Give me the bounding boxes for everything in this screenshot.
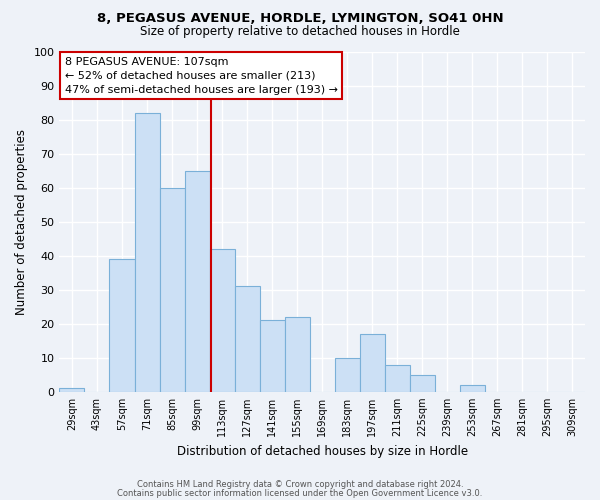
Text: 8, PEGASUS AVENUE, HORDLE, LYMINGTON, SO41 0HN: 8, PEGASUS AVENUE, HORDLE, LYMINGTON, SO… — [97, 12, 503, 26]
Bar — [160, 188, 185, 392]
Bar — [109, 259, 134, 392]
Text: 8 PEGASUS AVENUE: 107sqm
← 52% of detached houses are smaller (213)
47% of semi-: 8 PEGASUS AVENUE: 107sqm ← 52% of detach… — [65, 56, 338, 94]
X-axis label: Distribution of detached houses by size in Hordle: Distribution of detached houses by size … — [176, 444, 468, 458]
Bar — [59, 388, 85, 392]
Bar — [460, 385, 485, 392]
Bar — [260, 320, 284, 392]
Bar — [185, 170, 209, 392]
Y-axis label: Number of detached properties: Number of detached properties — [15, 128, 28, 314]
Bar — [284, 317, 310, 392]
Bar — [134, 113, 160, 392]
Text: Contains HM Land Registry data © Crown copyright and database right 2024.: Contains HM Land Registry data © Crown c… — [137, 480, 463, 489]
Text: Size of property relative to detached houses in Hordle: Size of property relative to detached ho… — [140, 25, 460, 38]
Bar — [209, 249, 235, 392]
Bar — [235, 286, 260, 392]
Bar — [335, 358, 360, 392]
Text: Contains public sector information licensed under the Open Government Licence v3: Contains public sector information licen… — [118, 488, 482, 498]
Bar — [360, 334, 385, 392]
Bar — [410, 375, 435, 392]
Bar — [385, 364, 410, 392]
